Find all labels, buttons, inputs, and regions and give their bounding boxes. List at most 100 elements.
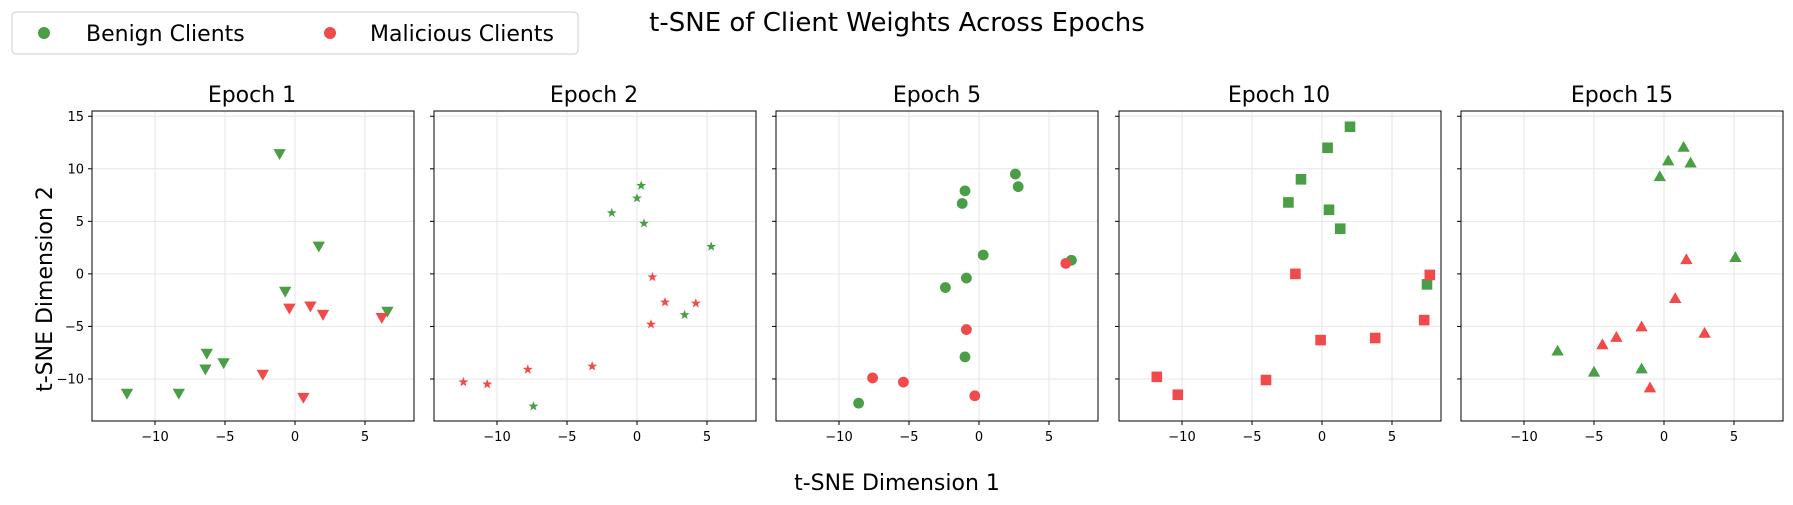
malicious-point [283,303,296,315]
malicious-point [867,372,878,384]
panel-title: Epoch 5 [893,83,981,108]
malicious-point [587,361,598,371]
benign-point [1662,154,1675,166]
malicious-point [647,271,658,282]
benign-point [172,388,185,400]
benign-point [1295,174,1307,185]
malicious-point [898,376,909,388]
benign-point [1653,170,1666,182]
x-tick-label: −5 [1242,430,1261,445]
benign-point [639,218,649,228]
benign-point [679,309,690,320]
axes-frame [91,110,415,422]
panel-title: Epoch 15 [1571,83,1673,108]
legend-benign-marker [38,27,50,39]
x-tick-label: 0 [975,430,983,445]
x-tick-label: 5 [703,430,711,445]
malicious-point [297,392,310,404]
benign-point [853,397,864,409]
benign-point [1551,344,1564,356]
malicious-point [256,369,269,381]
x-tick-label: −10 [1510,430,1537,445]
benign-point [959,351,971,363]
y-tick-label: 10 [67,162,84,177]
malicious-point [522,364,533,374]
benign-point [273,149,286,160]
figure-title: t-SNE of Client Weights Across Epochs [649,8,1145,38]
malicious-point [1698,326,1711,338]
benign-point [1684,156,1697,168]
y-tick-label: 5 [76,215,84,230]
benign-point [977,249,989,261]
malicious-point [316,309,330,321]
malicious-point [1610,331,1623,342]
malicious-point [1060,257,1072,269]
axes-frame [1460,110,1784,422]
x-tick-label: −5 [899,430,918,445]
benign-point [636,180,647,190]
y-tick-label: 0 [76,267,84,282]
legend-frame [11,11,579,55]
benign-point [120,388,134,400]
malicious-point [1290,268,1301,280]
benign-point [1421,279,1433,290]
x-tick-label: −5 [557,430,576,445]
panel-epoch-15: Epoch 15 −10 −5 0 5 [1457,83,1784,445]
benign-point [1729,251,1742,263]
panel-title: Epoch 1 [208,83,296,108]
panel-epoch-1: Epoch 1 −10 −5 0 5 −10 −5 0 5 10 15 [57,83,415,445]
malicious-point [961,324,972,335]
x-tick-label: 0 [1660,430,1668,445]
malicious-point [1369,332,1381,344]
x-tick-label: 0 [291,430,299,445]
axes-frame [433,110,757,422]
benign-point [312,241,325,253]
benign-point [959,185,971,197]
benign-point [1334,223,1346,234]
benign-point [956,198,968,209]
benign-point [217,358,230,370]
benign-point [1012,181,1024,193]
y-tick-label: 15 [67,110,84,125]
malicious-point [969,390,981,402]
axes-frame [1118,110,1442,422]
benign-point [1323,204,1335,216]
malicious-point [1424,269,1436,281]
malicious-point [458,376,469,387]
malicious-point [1315,334,1326,346]
benign-point [199,364,212,376]
x-tick-label: −5 [215,430,234,445]
x-tick-label: 0 [633,430,641,445]
panel-epoch-10: Epoch 10 −10 −5 0 5 [1115,83,1442,445]
benign-point [1677,140,1690,152]
benign-point [1283,197,1294,208]
malicious-point [1643,381,1657,393]
x-tick-label: −10 [1168,430,1195,445]
panel-epoch-2: Epoch 2 −10 −5 0 5 [430,83,757,445]
malicious-point [1680,253,1693,265]
axes-frame [775,110,1099,422]
benign-point [200,348,213,360]
malicious-point [304,301,317,313]
benign-point [528,401,539,411]
benign-point [961,272,972,284]
y-axis-label: t-SNE Dimension 2 [33,186,58,392]
x-tick-label: −10 [141,430,168,445]
legend-malicious-label: Malicious Clients [370,22,554,47]
malicious-point [1596,338,1609,350]
benign-point [381,306,394,318]
malicious-point [1260,374,1272,386]
malicious-point [1635,320,1648,332]
malicious-point [375,313,388,324]
x-tick-label: 0 [1318,430,1326,445]
x-tick-label: 5 [361,430,369,445]
x-tick-label: 5 [1388,430,1396,445]
legend: Benign Clients Malicious Clients [11,11,579,55]
x-tick-label: −5 [1584,430,1603,445]
y-tick-label: −10 [57,372,84,387]
malicious-point [646,319,656,329]
x-tick-label: −10 [483,430,510,445]
malicious-point [1418,314,1430,326]
malicious-point [1669,292,1682,304]
